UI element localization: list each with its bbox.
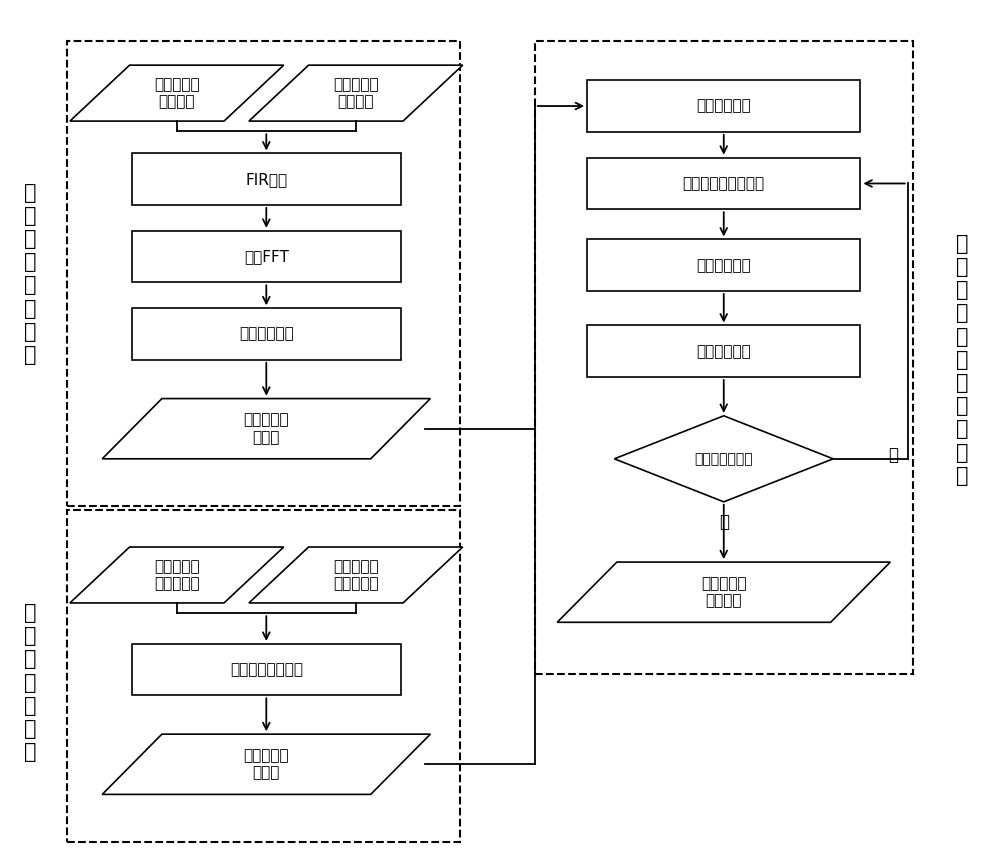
Bar — [132, 308, 401, 360]
Text: 角位移在轨
安装参数: 角位移在轨 安装参数 — [701, 576, 747, 609]
Bar — [587, 158, 860, 210]
Polygon shape — [614, 416, 833, 501]
Text: 本体角增量
观测值: 本体角增量 观测值 — [243, 412, 289, 445]
Bar — [132, 153, 401, 205]
Text: 星敏感器在
轨安装参数: 星敏感器在 轨安装参数 — [333, 559, 379, 591]
Bar — [535, 42, 913, 674]
Text: 卫星本体姿态解算: 卫星本体姿态解算 — [230, 662, 303, 677]
Text: 误差满足阈值？: 误差满足阈值？ — [694, 452, 753, 466]
Polygon shape — [70, 65, 284, 121]
Text: 是: 是 — [719, 514, 729, 532]
Bar — [132, 231, 401, 282]
Bar — [587, 81, 860, 132]
Text: 安装参数更新: 安装参数更新 — [696, 344, 751, 359]
Polygon shape — [102, 398, 430, 459]
Text: 角
位
移
安
装
参
数
在
轨
标
定: 角 位 移 安 装 参 数 在 轨 标 定 — [956, 234, 969, 486]
Polygon shape — [249, 65, 463, 121]
Polygon shape — [557, 562, 890, 623]
Text: 否: 否 — [888, 445, 898, 463]
Text: 最小二乘估计: 最小二乘估计 — [696, 258, 751, 273]
Text: 角位移地面
安装参数: 角位移地面 安装参数 — [333, 77, 379, 109]
Polygon shape — [70, 547, 284, 603]
Text: 分段FFT: 分段FFT — [244, 249, 289, 264]
Text: 本体角增量
参考值: 本体角增量 参考值 — [243, 748, 289, 780]
Text: 时间基准统一: 时间基准统一 — [696, 99, 751, 113]
Bar — [587, 326, 860, 377]
Polygon shape — [249, 547, 463, 603]
Bar — [67, 510, 460, 842]
Text: FIR滤波: FIR滤波 — [245, 171, 287, 187]
Bar — [132, 643, 401, 695]
Text: 非线性定标模型建立: 非线性定标模型建立 — [683, 176, 765, 191]
Text: 数据质量提升: 数据质量提升 — [239, 326, 294, 341]
Polygon shape — [102, 734, 430, 794]
Text: 星敏感器原
始观测数据: 星敏感器原 始观测数据 — [154, 559, 200, 591]
Text: 角
增
量
数
据
预
处
理: 角 增 量 数 据 预 处 理 — [24, 183, 37, 365]
Bar — [587, 239, 860, 291]
Bar — [67, 42, 460, 506]
Text: 角位移原始
观测数据: 角位移原始 观测数据 — [154, 77, 200, 109]
Text: 参
考
角
增
量
计
算: 参 考 角 增 量 计 算 — [24, 603, 37, 762]
